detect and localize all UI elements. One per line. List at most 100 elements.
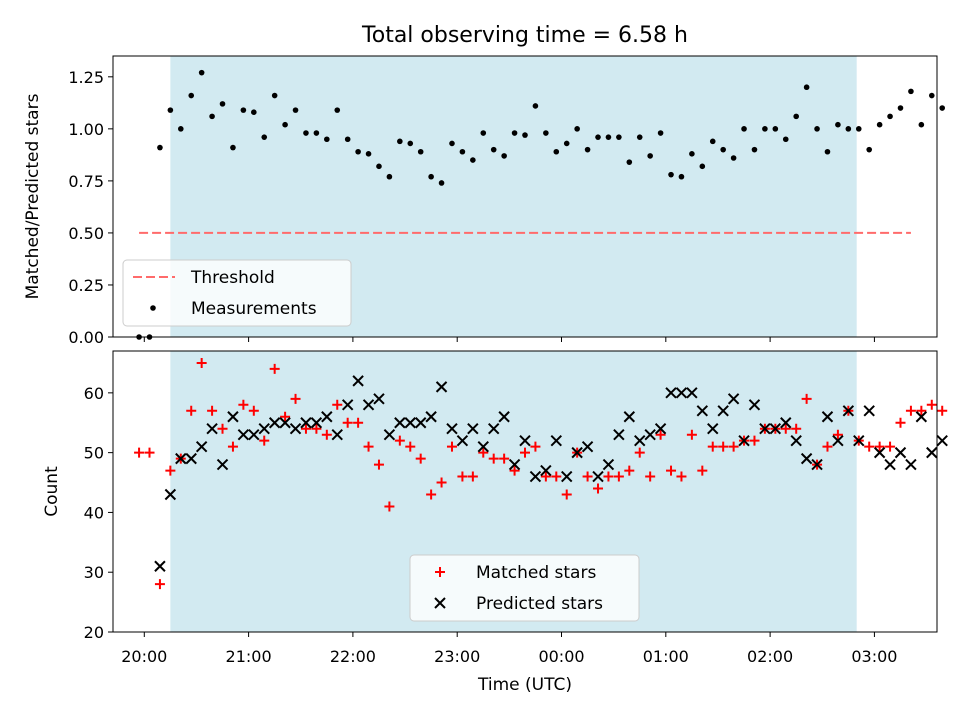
matched-star-point bbox=[321, 429, 332, 440]
matched-star-point bbox=[384, 501, 395, 512]
x-tick-label: 23:00 bbox=[434, 647, 480, 666]
matched-star-point bbox=[488, 453, 499, 464]
matched-star-point bbox=[280, 411, 291, 422]
predicted-star-point bbox=[498, 411, 510, 423]
measurement-point bbox=[563, 140, 570, 147]
matched-star-point bbox=[916, 405, 927, 416]
predicted-star-point bbox=[623, 411, 636, 423]
measurement-point bbox=[313, 130, 320, 136]
matched-star-point bbox=[269, 363, 280, 374]
matched-star-point bbox=[134, 447, 145, 458]
measurement-point bbox=[365, 151, 372, 157]
bottom-y-axis: 20 30 40 50 60 bbox=[84, 384, 113, 642]
y-tick-label: 1.25 bbox=[68, 68, 104, 87]
predicted-star-point bbox=[842, 405, 855, 417]
predicted-star-point bbox=[175, 452, 187, 465]
measurement-point bbox=[376, 163, 382, 170]
matched-star-point bbox=[885, 441, 896, 452]
measurement-point bbox=[668, 171, 674, 178]
predicted-star-point bbox=[362, 399, 375, 411]
measurement-point bbox=[522, 132, 528, 138]
predicted-star-point bbox=[717, 405, 729, 417]
matched-star-point bbox=[874, 441, 885, 452]
predicted-star-point bbox=[602, 458, 615, 471]
matched-star-point bbox=[446, 441, 457, 452]
measurement-point bbox=[511, 130, 518, 136]
predicted-star-point bbox=[550, 434, 562, 447]
predicted-star-point bbox=[936, 434, 948, 447]
predicted-star-point bbox=[759, 423, 771, 435]
predicted-star-point bbox=[488, 423, 500, 435]
predicted-star-point bbox=[195, 440, 208, 453]
count-points bbox=[134, 357, 948, 590]
matched-star-point bbox=[895, 417, 906, 428]
matched-star-point bbox=[634, 447, 645, 458]
matched-star-point bbox=[207, 405, 218, 416]
matched-star-point bbox=[561, 489, 572, 500]
matched-star-point bbox=[144, 447, 155, 458]
matched-star-point bbox=[613, 471, 624, 482]
measurement-point bbox=[459, 148, 466, 155]
predicted-star-point bbox=[832, 434, 844, 447]
measurement-point bbox=[699, 163, 706, 170]
predicted-star-point bbox=[404, 417, 416, 429]
y-tick-label: 0.00 bbox=[68, 328, 104, 347]
matched-star-point bbox=[478, 447, 489, 458]
predicted-star-point bbox=[654, 423, 667, 435]
predicted-star-point bbox=[154, 560, 166, 572]
top-y-axis-label: Matched/Predicted stars bbox=[23, 93, 43, 299]
matched-star-point bbox=[436, 477, 447, 488]
measurement-point bbox=[438, 180, 445, 186]
predicted-star-point bbox=[164, 488, 177, 501]
predicted-star-point bbox=[707, 423, 719, 435]
chart-title: Total observing time = 6.58 h bbox=[361, 23, 688, 48]
predicted-star-point bbox=[853, 434, 865, 447]
matched-star-point bbox=[645, 471, 656, 482]
predicted-star-point bbox=[561, 470, 573, 483]
legend-measurement-label: Measurements bbox=[191, 299, 317, 319]
measurement-point bbox=[344, 136, 351, 143]
measurement-point bbox=[772, 126, 779, 132]
measurement-points bbox=[136, 69, 946, 340]
matched-star-point bbox=[676, 471, 687, 482]
matched-star-point bbox=[540, 471, 551, 482]
measurement-point bbox=[647, 153, 653, 159]
predicted-star-point bbox=[435, 381, 448, 393]
matched-star-point bbox=[373, 459, 384, 470]
matched-star-point bbox=[457, 471, 468, 482]
matched-star-point bbox=[154, 579, 165, 590]
predicted-star-point bbox=[456, 434, 469, 447]
matched-star-point bbox=[551, 471, 562, 482]
measurement-point bbox=[616, 134, 622, 140]
predicted-star-point bbox=[373, 393, 385, 405]
matched-star-point bbox=[248, 405, 259, 416]
y-tick-label: 0.75 bbox=[68, 172, 104, 191]
measurement-point bbox=[762, 126, 768, 132]
predicted-star-point bbox=[300, 417, 312, 429]
predicted-star-point bbox=[905, 458, 917, 471]
measurement-point bbox=[282, 121, 288, 128]
measurement-point bbox=[751, 146, 758, 153]
measurement-point bbox=[835, 121, 841, 128]
matched-star-point bbox=[259, 435, 270, 446]
predicted-star-point bbox=[811, 458, 823, 471]
measurement-point bbox=[605, 134, 612, 140]
measurement-point bbox=[490, 146, 497, 153]
measurement-point bbox=[709, 138, 716, 145]
matched-star-point bbox=[217, 423, 228, 434]
measurement-point bbox=[553, 148, 560, 155]
measurement-point bbox=[470, 157, 476, 163]
matched-star-point bbox=[300, 423, 311, 434]
predicted-star-point bbox=[341, 399, 354, 411]
measurement-point bbox=[814, 126, 820, 132]
measurement-point bbox=[480, 130, 487, 136]
matched-star-point bbox=[394, 435, 405, 446]
measurement-point bbox=[595, 134, 601, 140]
matched-star-point bbox=[426, 489, 437, 500]
y-tick-label: 20 bbox=[84, 623, 104, 642]
x-tick-label: 21:00 bbox=[226, 647, 272, 666]
predicted-star-point bbox=[414, 417, 427, 429]
measurement-point bbox=[741, 126, 747, 132]
predicted-star-point bbox=[675, 387, 688, 399]
measurement-point bbox=[188, 92, 195, 99]
